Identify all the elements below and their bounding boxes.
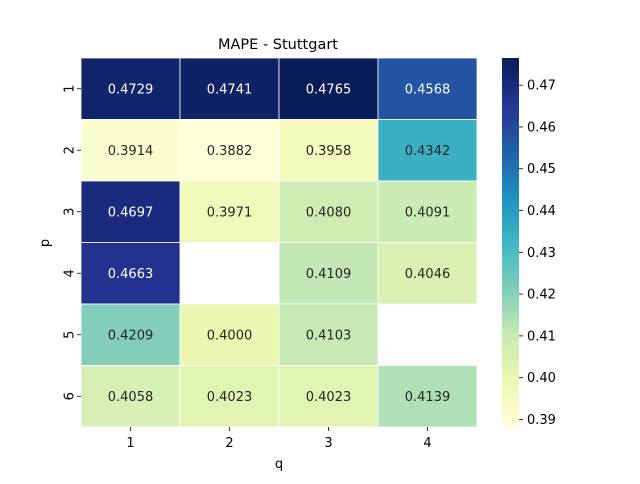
y-tick-label: 2 xyxy=(63,146,78,154)
cell-value-label: 0.4765 xyxy=(306,82,352,97)
cell-value-label: 0.4139 xyxy=(405,390,451,405)
cell-value-label: 0.4091 xyxy=(405,205,451,220)
y-tick-label: 4 xyxy=(63,269,78,277)
y-tick-label: 3 xyxy=(63,208,78,216)
heatmap-cell xyxy=(80,242,181,305)
x-tick-label: 2 xyxy=(225,436,233,451)
colorbar xyxy=(502,58,519,427)
heatmap-cell-labels: 0.4729 0.4741 0.4765 0.4568 0.3914 0.3882 0.39… xyxy=(108,82,451,405)
colorbar-tick-label: 0.43 xyxy=(527,246,556,261)
x-axis: 1 2 3 4 xyxy=(126,427,432,451)
heatmap-cell xyxy=(179,57,280,120)
cell-value-label: 0.4729 xyxy=(108,82,154,97)
heatmap-cell xyxy=(80,57,181,120)
heatmap-cell xyxy=(278,242,379,305)
heatmap-cell xyxy=(377,119,478,182)
heatmap-cell xyxy=(377,242,478,305)
cell-value-label: 0.4209 xyxy=(108,328,154,343)
colorbar-tick-label: 0.40 xyxy=(527,371,556,386)
cell-value-label: 0.4080 xyxy=(306,205,352,220)
heatmap-cell xyxy=(278,303,379,366)
y-tick-label: 5 xyxy=(63,331,78,339)
heatmap-cell xyxy=(80,119,181,182)
colorbar-tick-label: 0.47 xyxy=(527,79,556,94)
cell-value-label: 0.4568 xyxy=(405,82,451,97)
colorbar-ticks: 0.39 0.40 0.41 0.42 0.43 0.44 0.45 0.46 0.47 xyxy=(519,79,556,428)
heatmap-cell xyxy=(179,365,280,428)
colorbar-tick-label: 0.41 xyxy=(527,329,556,344)
cell-value-label: 0.4046 xyxy=(405,267,451,282)
cell-value-label: 0.4023 xyxy=(207,390,253,405)
colorbar-tick-label: 0.44 xyxy=(527,204,556,219)
heatmap-cells xyxy=(80,57,478,428)
x-tick-label: 4 xyxy=(423,436,431,451)
cell-value-label: 0.4058 xyxy=(108,390,154,405)
colorbar-tick-label: 0.42 xyxy=(527,288,556,303)
heatmap-cell xyxy=(179,119,280,182)
cell-value-label: 0.4342 xyxy=(405,144,451,159)
x-tick-label: 1 xyxy=(126,436,134,451)
cell-value-label: 0.4109 xyxy=(306,267,352,282)
heatmap-cell xyxy=(179,180,280,243)
colorbar-tick-label: 0.39 xyxy=(527,413,556,428)
y-axis: 1 2 3 4 5 6 xyxy=(63,85,81,400)
heatmap-cell xyxy=(377,180,478,243)
cell-value-label: 0.4103 xyxy=(306,328,352,343)
cell-value-label: 0.4663 xyxy=(108,267,154,282)
cell-value-label: 0.3971 xyxy=(207,205,253,220)
heatmap-cell xyxy=(278,57,379,120)
heatmap-cell xyxy=(179,303,280,366)
y-tick-label: 6 xyxy=(63,392,78,400)
heatmap-cell xyxy=(377,365,478,428)
colorbar-tick-label: 0.45 xyxy=(527,162,556,177)
heatmap-cell xyxy=(80,365,181,428)
cell-value-label: 0.3914 xyxy=(108,144,154,159)
y-tick-label: 1 xyxy=(63,85,78,93)
chart-title: MAPE - Stuttgart xyxy=(218,37,338,53)
cell-value-label: 0.4023 xyxy=(306,390,352,405)
heatmap-cell xyxy=(278,365,379,428)
cell-value-label: 0.3882 xyxy=(207,144,253,159)
heatmap-cell xyxy=(377,57,478,120)
colorbar-tick-label: 0.46 xyxy=(527,120,556,135)
x-tick-label: 3 xyxy=(324,436,332,451)
cell-value-label: 0.4697 xyxy=(108,205,154,220)
cell-value-label: 0.4000 xyxy=(207,328,253,343)
x-axis-label: q xyxy=(275,457,283,472)
cell-value-label: 0.3958 xyxy=(306,144,352,159)
cell-value-label: 0.4741 xyxy=(207,82,253,97)
y-axis-label: p xyxy=(38,239,53,247)
